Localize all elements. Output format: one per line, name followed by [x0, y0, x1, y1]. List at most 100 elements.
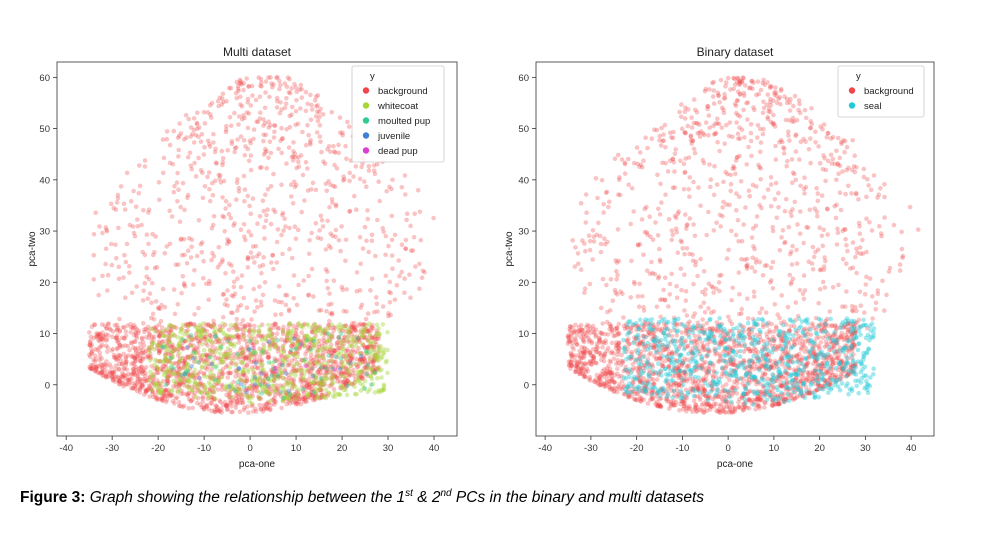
scatter-point: [135, 373, 140, 378]
scatter-point: [311, 360, 317, 366]
scatter-point: [336, 335, 342, 341]
scatter-point: [117, 353, 123, 359]
scatter-point: [272, 387, 277, 393]
scatter-point: [109, 262, 115, 268]
scatter-point: [162, 357, 168, 363]
scatter-point: [101, 373, 106, 379]
scatter-point: [267, 94, 272, 100]
scatter-point: [318, 365, 323, 370]
scatter-point: [220, 195, 225, 200]
scatter-point: [179, 326, 184, 332]
scatter-point: [148, 326, 154, 332]
scatter-point: [363, 361, 369, 367]
scatter-point: [167, 330, 172, 336]
scatter-point: [372, 355, 378, 361]
scatter-point: [309, 102, 314, 108]
scatter-point: [695, 273, 700, 279]
scatter-point: [294, 388, 300, 394]
scatter-point: [798, 209, 803, 214]
scatter-point: [133, 204, 139, 210]
scatter-point: [691, 281, 696, 287]
scatter-point: [93, 346, 99, 352]
scatter-point: [387, 184, 392, 190]
scatter-point: [366, 168, 372, 173]
scatter-point: [234, 79, 240, 85]
scatter-point: [200, 170, 205, 176]
scatter-point: [649, 259, 654, 265]
scatter-point: [358, 373, 364, 379]
scatter-point: [365, 344, 370, 350]
scatter-point: [714, 220, 719, 225]
scatter-point: [347, 353, 353, 359]
scatter-point: [177, 359, 182, 364]
scatter-point: [672, 213, 678, 219]
scatter-point: [94, 331, 99, 336]
scatter-point: [230, 409, 235, 415]
scatter-point: [283, 224, 288, 229]
scatter-point: [100, 230, 105, 236]
scatter-point: [132, 372, 138, 378]
scatter-point: [219, 375, 224, 380]
scatter-point: [235, 392, 241, 398]
scatter-point: [166, 391, 172, 397]
scatter-point: [372, 309, 377, 315]
scatter-point: [271, 342, 276, 348]
scatter-point: [143, 373, 148, 379]
scatter-point: [708, 310, 714, 316]
scatter-point: [289, 255, 295, 261]
scatter-point: [238, 227, 244, 232]
scatter-point: [195, 110, 200, 115]
scatter-point: [182, 379, 188, 385]
scatter-point: [109, 334, 115, 340]
scatter-point: [252, 371, 258, 377]
scatter-point: [241, 173, 247, 179]
scatter-point: [110, 378, 116, 384]
scatter-point: [691, 179, 696, 185]
scatter-point: [221, 314, 226, 320]
scatter-point: [116, 379, 122, 384]
scatter-point: [275, 349, 281, 354]
scatter-point: [303, 351, 308, 357]
scatter-point: [154, 358, 160, 364]
scatter-point: [266, 355, 272, 360]
scatter-point: [219, 360, 224, 365]
scatter-point: [210, 222, 216, 228]
scatter-point: [153, 234, 158, 239]
scatter-point: [117, 342, 122, 348]
scatter-point: [636, 304, 642, 310]
scatter-point: [225, 288, 230, 293]
scatter-point: [146, 377, 151, 383]
scatter-point: [575, 251, 581, 256]
scatter-point: [300, 379, 306, 384]
scatter-point: [103, 332, 109, 337]
scatter-point: [250, 255, 255, 260]
scatter-point: [220, 366, 226, 372]
scatter-point: [840, 169, 845, 174]
scatter-point: [711, 290, 716, 295]
scatter-point: [279, 337, 284, 342]
scatter-point: [265, 338, 270, 344]
scatter-point: [243, 237, 248, 243]
scatter-point: [134, 388, 140, 394]
scatter-point: [266, 360, 272, 365]
scatter-point: [307, 238, 312, 243]
scatter-point: [193, 174, 199, 179]
scatter-point: [287, 308, 292, 314]
scatter-point: [300, 386, 306, 392]
scatter-point: [204, 367, 210, 372]
scatter-point: [157, 390, 162, 396]
scatter-point: [265, 389, 271, 395]
scatter-point: [274, 260, 280, 265]
scatter-point: [174, 371, 179, 376]
scatter-point: [364, 238, 369, 244]
scatter-point: [217, 398, 223, 403]
scatter-point: [318, 213, 324, 219]
scatter-point: [235, 335, 241, 341]
scatter-point: [837, 190, 843, 195]
scatter-point: [284, 127, 289, 132]
scatter-point: [238, 80, 244, 86]
scatter-point: [324, 391, 329, 397]
scatter-point: [339, 339, 345, 345]
scatter-point: [291, 273, 297, 278]
scatter-point: [137, 365, 143, 371]
